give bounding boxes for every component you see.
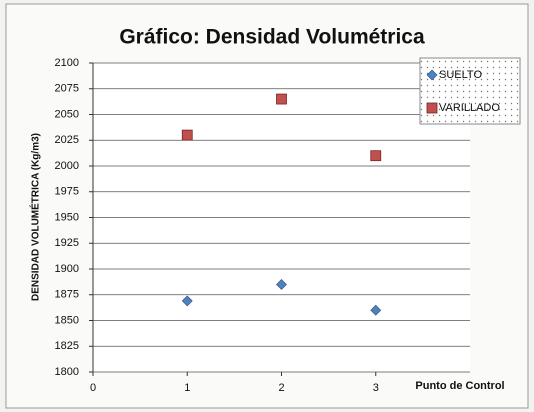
y-axis-label: DENSIDAD VOLUMÉTRICA (Kg/m3) bbox=[29, 133, 42, 301]
y-tick-label: 1900 bbox=[55, 263, 79, 275]
y-tick-label: 2075 bbox=[55, 83, 79, 95]
y-tick-label: 1950 bbox=[55, 211, 79, 223]
point bbox=[276, 93, 287, 105]
x-tick-label: 2 bbox=[278, 382, 284, 394]
x-tick-label: 1 bbox=[184, 382, 190, 394]
point bbox=[370, 150, 382, 162]
x-tick-label: 3 bbox=[373, 382, 379, 394]
y-tick-label: 1875 bbox=[55, 289, 79, 301]
y-tick-label: 2050 bbox=[55, 108, 79, 120]
legend-label: VARILLADO bbox=[439, 102, 500, 114]
legend-marker bbox=[426, 69, 438, 81]
x-axis-label: Punto de Control bbox=[415, 380, 504, 392]
y-tick-label: 1925 bbox=[55, 237, 79, 249]
y-tick-label: 1825 bbox=[55, 340, 79, 352]
y-tick-label: 1800 bbox=[55, 366, 79, 378]
legend bbox=[419, 57, 521, 125]
legend-label: SUELTO bbox=[439, 69, 482, 81]
point bbox=[370, 304, 382, 316]
x-tick-label: 0 bbox=[90, 382, 96, 394]
y-tick-label: 1850 bbox=[55, 314, 79, 326]
point bbox=[181, 295, 193, 307]
point bbox=[276, 279, 287, 290]
y-tick-label: 2000 bbox=[55, 160, 79, 172]
y-tick-label: 2025 bbox=[55, 134, 79, 146]
point bbox=[181, 129, 193, 141]
y-tick-label: 1975 bbox=[55, 186, 79, 198]
legend-marker bbox=[426, 102, 438, 114]
chart-title: Gráfico: Densidad Volumétrica bbox=[119, 26, 425, 49]
y-tick-label: 2100 bbox=[55, 57, 79, 69]
